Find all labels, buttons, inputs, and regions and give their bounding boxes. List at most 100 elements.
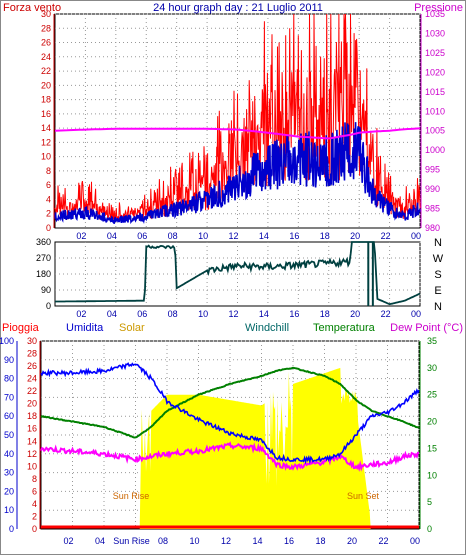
pressure-tick: 1020 — [425, 67, 445, 77]
pressure-tick: 1030 — [425, 28, 445, 38]
compass-tick: N — [434, 237, 442, 249]
time-tick: 08 — [158, 536, 168, 546]
rain-tick: 8 — [32, 474, 37, 484]
temperature-tick: 0 — [427, 524, 432, 534]
time-tick: 20 — [350, 309, 360, 319]
humidity-tick: 50 — [4, 430, 14, 440]
temperature-tick: 20 — [427, 417, 437, 427]
wind-speed-tick: 28 — [41, 23, 51, 33]
pressure-tick: 995 — [425, 165, 440, 175]
compass-tick: E — [434, 285, 441, 297]
time-tick: 22 — [381, 231, 391, 241]
wind-speed-tick: 4 — [46, 194, 51, 204]
temperature-line — [40, 366, 420, 439]
pressure-tick: 1015 — [425, 87, 445, 97]
time-tick: 00 — [410, 536, 420, 546]
time-tick: 12 — [228, 309, 238, 319]
time-tick: 10 — [198, 309, 208, 319]
temperature-label: Temperatura — [313, 322, 376, 334]
sun-set-label: Sun Set — [347, 491, 380, 501]
time-tick: 14 — [252, 536, 262, 546]
rain-tick: 2 — [32, 511, 37, 521]
pressure-tick: 1000 — [425, 145, 445, 155]
wind-speed-tick: 18 — [41, 95, 51, 105]
degree-tick: 0 — [46, 301, 51, 311]
time-tick: 08 — [168, 309, 178, 319]
pressure-tick: 1010 — [425, 106, 445, 116]
time-tick: 18 — [315, 536, 325, 546]
pressure-tick: 980 — [425, 223, 440, 233]
time-tick: 12 — [228, 231, 238, 241]
temperature-tick: 30 — [427, 363, 437, 373]
pressure-line — [54, 127, 421, 140]
time-tick: 02 — [76, 309, 86, 319]
compass-tick: N — [434, 301, 442, 313]
rain-label: Pioggia — [2, 322, 40, 334]
compass-tick: W — [433, 253, 444, 265]
humidity-tick: 30 — [4, 468, 14, 478]
sun-rise-label: Sun Rise — [113, 491, 150, 501]
direction-data — [54, 241, 421, 306]
wind-speed-tick: 2 — [46, 209, 51, 219]
wind-speed-tick: 10 — [41, 152, 51, 162]
humidity-tick: 10 — [4, 505, 14, 515]
time-tick: 02 — [76, 231, 86, 241]
temp-data — [40, 362, 420, 529]
temperature-tick: 5 — [427, 497, 432, 507]
wind-speed-label: Forza vento — [3, 2, 61, 14]
pressure-tick: 985 — [425, 204, 440, 214]
temp-time-axis: 02 04 Sun Rise 08 10 12 14 16 18 20 22 00 — [63, 536, 420, 546]
time-tick: 10 — [198, 231, 208, 241]
humidity-axis: 0 10 20 30 40 50 60 70 80 90 100 — [0, 336, 18, 534]
humidity-tick: 20 — [4, 486, 14, 496]
time-tick: 04 — [95, 536, 105, 546]
rain-tick: 6 — [32, 486, 37, 496]
pressure-axis: 980 985 990 995 1000 1005 1010 1015 1020 1025 1030… — [420, 9, 445, 233]
time-tick: Sun Rise — [113, 536, 150, 546]
time-tick: 18 — [320, 231, 330, 241]
pressure-label: Pressione — [414, 2, 463, 14]
rain-tick: 12 — [27, 449, 37, 459]
wind-gust-line — [54, 13, 421, 223]
time-tick: 16 — [289, 231, 299, 241]
time-tick: 20 — [350, 231, 360, 241]
rain-tick: 20 — [27, 399, 37, 409]
wind-speed-tick: 8 — [46, 166, 51, 176]
time-tick: 18 — [320, 309, 330, 319]
time-tick: 12 — [221, 536, 231, 546]
wind-speed-tick: 0 — [46, 223, 51, 233]
time-tick: 04 — [107, 231, 117, 241]
rain-tick: 16 — [27, 424, 37, 434]
time-tick: 22 — [381, 309, 391, 319]
solar-label: Solar — [119, 322, 145, 334]
wind-speed-tick: 30 — [41, 9, 51, 19]
rain-tick: 18 — [27, 411, 37, 421]
time-tick: 00 — [411, 309, 421, 319]
temperature-tick: 15 — [427, 443, 437, 453]
wind-speed-tick: 22 — [41, 66, 51, 76]
degree-tick: 180 — [36, 269, 51, 279]
rain-tick: 4 — [32, 499, 37, 509]
humidity-tick: 40 — [4, 449, 14, 459]
dew-point-line — [40, 441, 420, 472]
chart-title: 24 hour graph day : 21 Luglio 2011 — [153, 2, 323, 14]
wind-speed-tick: 14 — [41, 123, 51, 133]
wind-average-line — [54, 122, 421, 225]
time-tick: 06 — [137, 309, 147, 319]
dew-point-label: Dew Point (°C) — [390, 322, 463, 334]
rain-tick: 14 — [27, 436, 37, 446]
time-tick: 20 — [347, 536, 357, 546]
humidity-line — [40, 362, 420, 465]
time-tick: 10 — [189, 536, 199, 546]
degree-tick: 270 — [36, 253, 51, 263]
humidity-label: Umidita — [66, 322, 104, 334]
degree-tick: 360 — [36, 237, 51, 247]
time-tick: 22 — [378, 536, 388, 546]
